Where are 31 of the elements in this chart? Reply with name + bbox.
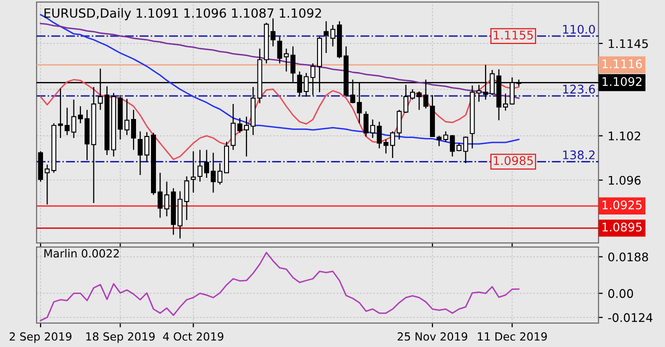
candlestick xyxy=(164,181,170,217)
y-tick-label: 1.102 xyxy=(608,132,640,140)
ref-line-label: 1.1116 xyxy=(602,59,642,68)
y-tick-label: 1.1145 xyxy=(608,39,648,48)
candlestick xyxy=(443,130,448,142)
x-tick-label: 2 Sep 2019 xyxy=(10,332,72,343)
candlestick xyxy=(71,99,76,139)
ref-line-label: 1.0895 xyxy=(602,222,642,232)
annotation: 110.0 xyxy=(563,24,595,34)
x-tick-label: 11 Dec 2019 xyxy=(478,332,547,341)
y-tick-label: -0.0124 xyxy=(608,313,652,322)
annotation: 138.2 xyxy=(563,150,595,160)
candlestick xyxy=(396,109,402,140)
y-tick-label: 0.0188 xyxy=(608,252,648,262)
ref-line-label: 1.1092 xyxy=(602,77,642,86)
x-tick-label: 18 Sep 2019 xyxy=(86,332,155,343)
candlestick xyxy=(210,152,216,194)
candlestick xyxy=(324,20,329,54)
chart-title: Marlin 0.0022 xyxy=(44,248,119,258)
candlestick xyxy=(436,135,442,147)
candlestick xyxy=(138,130,143,176)
y-tick-label: 0.00 xyxy=(608,289,634,298)
ref-line-label: 1.1155 xyxy=(494,30,533,40)
ref-line-label: 1.0985 xyxy=(494,156,533,166)
ref-line-label: 1.0925 xyxy=(602,200,642,210)
y-tick-label: 1.096 xyxy=(608,176,641,185)
candlestick xyxy=(277,36,282,64)
x-tick-label: 25 Nov 2019 xyxy=(398,332,468,341)
chart-title: EURUSD,Daily 1.1091 1.1096 1.1087 1.1092 xyxy=(44,8,321,20)
x-tick-label: 4 Oct 2019 xyxy=(163,332,224,341)
annotation: 123.6 xyxy=(563,84,595,94)
